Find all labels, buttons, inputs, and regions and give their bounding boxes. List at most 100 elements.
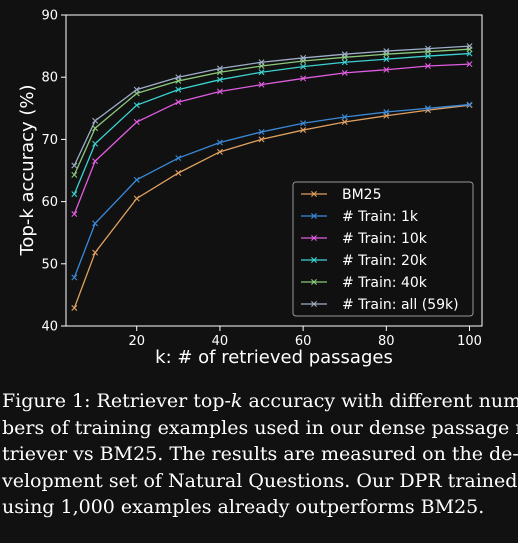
data-point: [300, 120, 307, 127]
x-tick-label: 100: [457, 334, 482, 349]
axis-ticks: 20 40 60 80 100 40 50 60 70 80 90: [41, 9, 481, 350]
y-tick-label: 40: [41, 320, 58, 335]
data-point: [175, 99, 182, 106]
caption-text: velopment set of Natural Questions. Our …: [2, 469, 518, 492]
caption-text: Figure 1: Retriever top-: [2, 390, 231, 412]
data-point: [258, 128, 265, 135]
data-point: [71, 162, 78, 169]
series-group: [71, 61, 473, 218]
data-point: [258, 59, 265, 66]
data-point: [133, 102, 140, 109]
legend-label: # Train: 1k: [342, 209, 419, 225]
line-chart: 20 40 60 80 100 40 50 60 70 80 90 k: # of retrieve…: [17, 9, 483, 368]
legend-swatch-marker: [311, 235, 317, 241]
data-point: [71, 191, 78, 198]
legend-swatch-marker: [311, 279, 317, 285]
series-group: [71, 101, 473, 281]
series-group: [71, 43, 473, 169]
caption-line: triever vs BM25. The results are measure…: [2, 441, 518, 468]
data-point: [466, 101, 473, 108]
data-point: [71, 211, 78, 218]
data-point: [300, 127, 307, 134]
data-point: [92, 125, 99, 132]
x-tick-label: 80: [378, 334, 395, 349]
legend-swatch-marker: [311, 191, 317, 197]
data-point: [175, 74, 182, 81]
data-point: [216, 76, 223, 83]
series-line: [73, 52, 470, 195]
data-point: [71, 171, 78, 178]
caption-line: velopment set of Natural Questions. Our …: [2, 468, 518, 495]
y-axis-label: Top-k accuracy (%): [17, 84, 38, 256]
caption-text: bers of training examples used in our de…: [2, 416, 518, 439]
chart-series: [71, 43, 473, 311]
data-point: [300, 75, 307, 82]
y-tick-label: 80: [41, 71, 58, 86]
y-tick-label: 60: [41, 195, 58, 210]
x-tick-label: 60: [295, 334, 312, 349]
data-point: [341, 114, 348, 120]
data-point: [216, 65, 223, 72]
caption-text: accuracy with different num-: [242, 390, 518, 412]
data-point: [175, 169, 182, 176]
data-point: [258, 136, 265, 143]
series-group: [71, 50, 473, 198]
data-point: [258, 69, 265, 76]
data-point: [466, 61, 473, 68]
y-tick-label: 90: [41, 9, 58, 24]
data-point: [341, 59, 348, 66]
data-point: [92, 140, 99, 147]
data-point: [92, 158, 99, 165]
caption-text: using 1,000 examples already outperforms…: [2, 496, 485, 518]
data-point: [341, 69, 348, 76]
data-point: [341, 118, 348, 125]
data-point: [133, 86, 140, 93]
figure-caption: Figure 1: Retriever top-k accuracy with …: [0, 388, 518, 521]
data-point: [133, 176, 140, 183]
y-tick-label: 70: [41, 133, 58, 148]
data-point: [71, 274, 78, 281]
legend-label: # Train: 20k: [342, 253, 428, 269]
data-point: [383, 56, 390, 63]
legend-label: # Train: 40k: [342, 275, 428, 291]
caption-line: bers of training examples used in our de…: [2, 415, 518, 442]
data-point: [216, 139, 223, 146]
x-axis-label: k: # of retrieved passages: [155, 347, 393, 368]
data-point: [383, 109, 390, 116]
data-point: [175, 155, 182, 162]
data-point: [466, 43, 473, 50]
data-point: [383, 66, 390, 73]
legend: BM25 # Train: 1k # Train: 10k # Train: 20k #…: [292, 181, 474, 317]
data-point: [383, 48, 390, 55]
data-point: [216, 148, 223, 155]
data-point: [92, 220, 99, 227]
data-point: [133, 118, 140, 125]
series-line: [73, 45, 470, 166]
data-point: [133, 195, 140, 202]
legend-swatch-marker: [311, 257, 317, 263]
legend-swatch-marker: [311, 301, 317, 307]
legend-box: [292, 181, 474, 317]
caption-text: k: [230, 390, 243, 412]
plot-frame: [65, 14, 483, 327]
data-point: [300, 54, 307, 61]
data-point: [175, 86, 182, 93]
y-tick-label: 50: [41, 257, 58, 272]
caption-text: triever vs BM25. The results are measure…: [2, 443, 518, 465]
data-point: [216, 88, 223, 95]
data-point: [258, 81, 265, 88]
data-point: [92, 249, 99, 256]
legend-label: # Train: all (59k): [342, 297, 459, 313]
data-point: [424, 53, 431, 60]
series-group: [71, 102, 473, 311]
legend-swatch-marker: [311, 213, 317, 219]
data-point: [466, 50, 473, 57]
data-point: [92, 117, 99, 124]
legend-label: # Train: 10k: [342, 231, 428, 247]
legend-label: BM25: [342, 187, 382, 203]
data-point: [424, 45, 431, 52]
caption-line: using 1,000 examples already outperforms…: [2, 494, 514, 521]
x-tick-label: 40: [212, 334, 229, 349]
data-point: [341, 51, 348, 58]
data-point: [424, 105, 431, 112]
